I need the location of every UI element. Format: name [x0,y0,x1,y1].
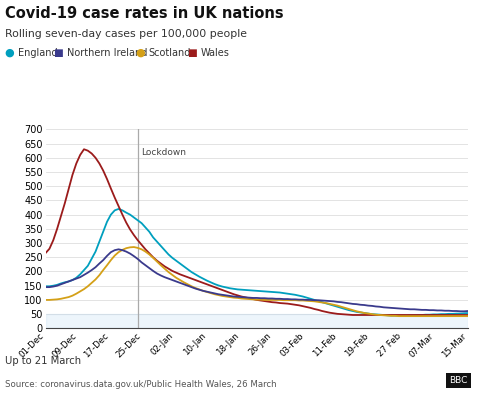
Text: Rolling seven-day cases per 100,000 people: Rolling seven-day cases per 100,000 peop… [5,29,247,39]
Text: Source: coronavirus.data.gov.uk/Public Health Wales, 26 March: Source: coronavirus.data.gov.uk/Public H… [5,380,276,389]
Text: ■: ■ [53,47,63,58]
Text: Wales: Wales [201,47,229,58]
Text: BBC: BBC [450,376,468,385]
Text: Up to 21 March: Up to 21 March [5,356,81,366]
Text: Lockdown: Lockdown [142,148,187,157]
Text: ●: ● [135,47,145,58]
Text: Northern Ireland: Northern Ireland [67,47,147,58]
Text: Covid-19 case rates in UK nations: Covid-19 case rates in UK nations [5,6,283,21]
Bar [46,314,468,328]
Text: Scotland: Scotland [148,47,191,58]
Text: England: England [18,47,58,58]
Text: ■: ■ [187,47,197,58]
Text: ●: ● [5,47,14,58]
